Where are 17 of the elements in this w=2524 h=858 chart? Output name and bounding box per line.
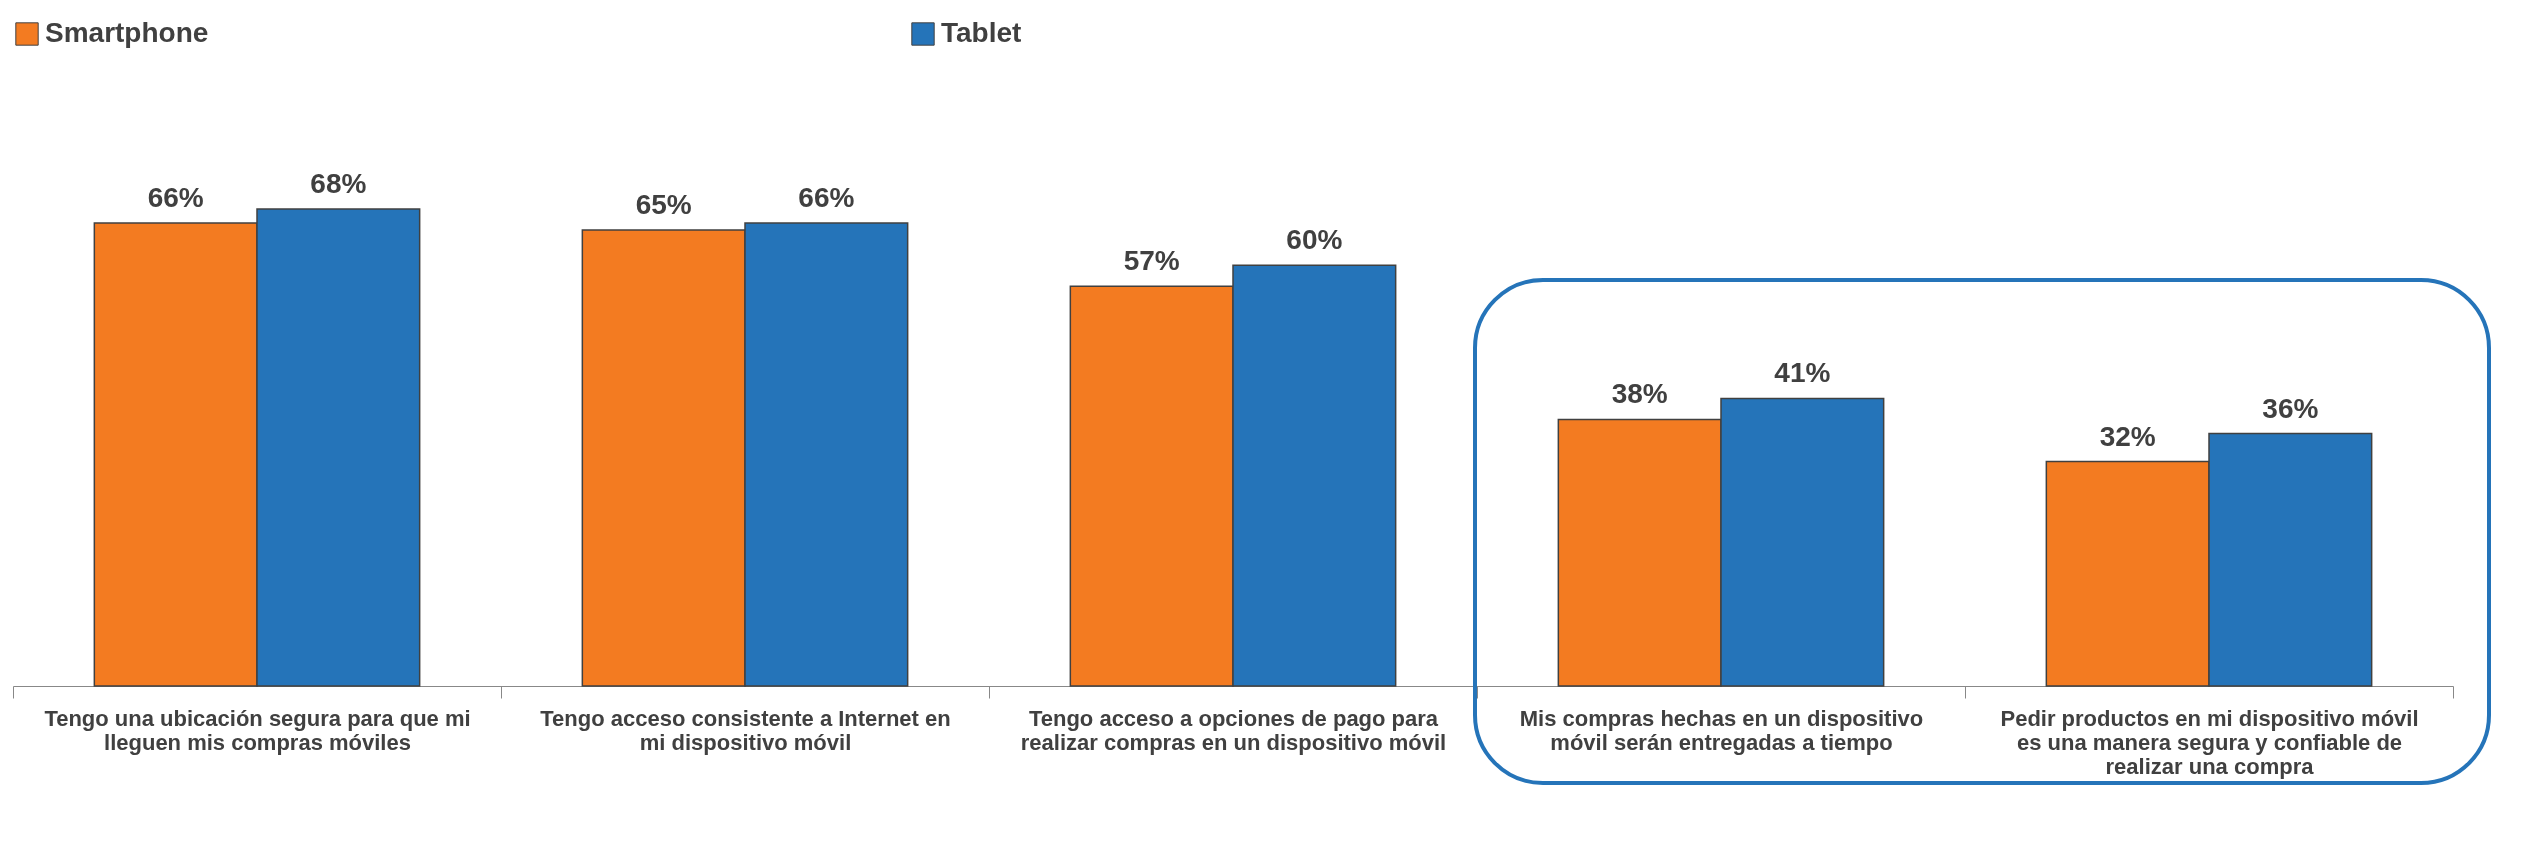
x-tick-label: Pedir productos en mi dispositivo móvil es una manera segura y confiable de realizar una compra <box>2000 705 2419 779</box>
data-label: 57% <box>1123 245 1180 277</box>
x-tick-label: Mis compras hechas en un dispositivo móvil serán entregadas a tiempo <box>1519 705 1924 755</box>
data-label: 32% <box>2099 420 2156 452</box>
x-tick-label: Tengo una ubicación segura para que mi lleguen mis compras móviles <box>44 705 471 755</box>
data-label: 60% <box>1286 224 1343 256</box>
legend-label: Smartphone <box>45 17 209 48</box>
data-label: 38% <box>1611 378 1668 410</box>
data-label: 66% <box>798 182 855 214</box>
legend-label: Tablet <box>941 17 1022 48</box>
data-label: 36% <box>2262 392 2319 424</box>
data-label: 66% <box>147 182 204 214</box>
data-label: 41% <box>1774 357 1831 389</box>
x-tick-label: Tengo acceso a opciones de pago para realizar compras en un dispositivo móvil <box>1020 705 1447 755</box>
data-label: 65% <box>635 189 692 221</box>
x-tick-label: Tengo acceso consistente a Internet en mi dispositivo móvil <box>540 705 951 755</box>
data-label: 68% <box>310 168 367 200</box>
